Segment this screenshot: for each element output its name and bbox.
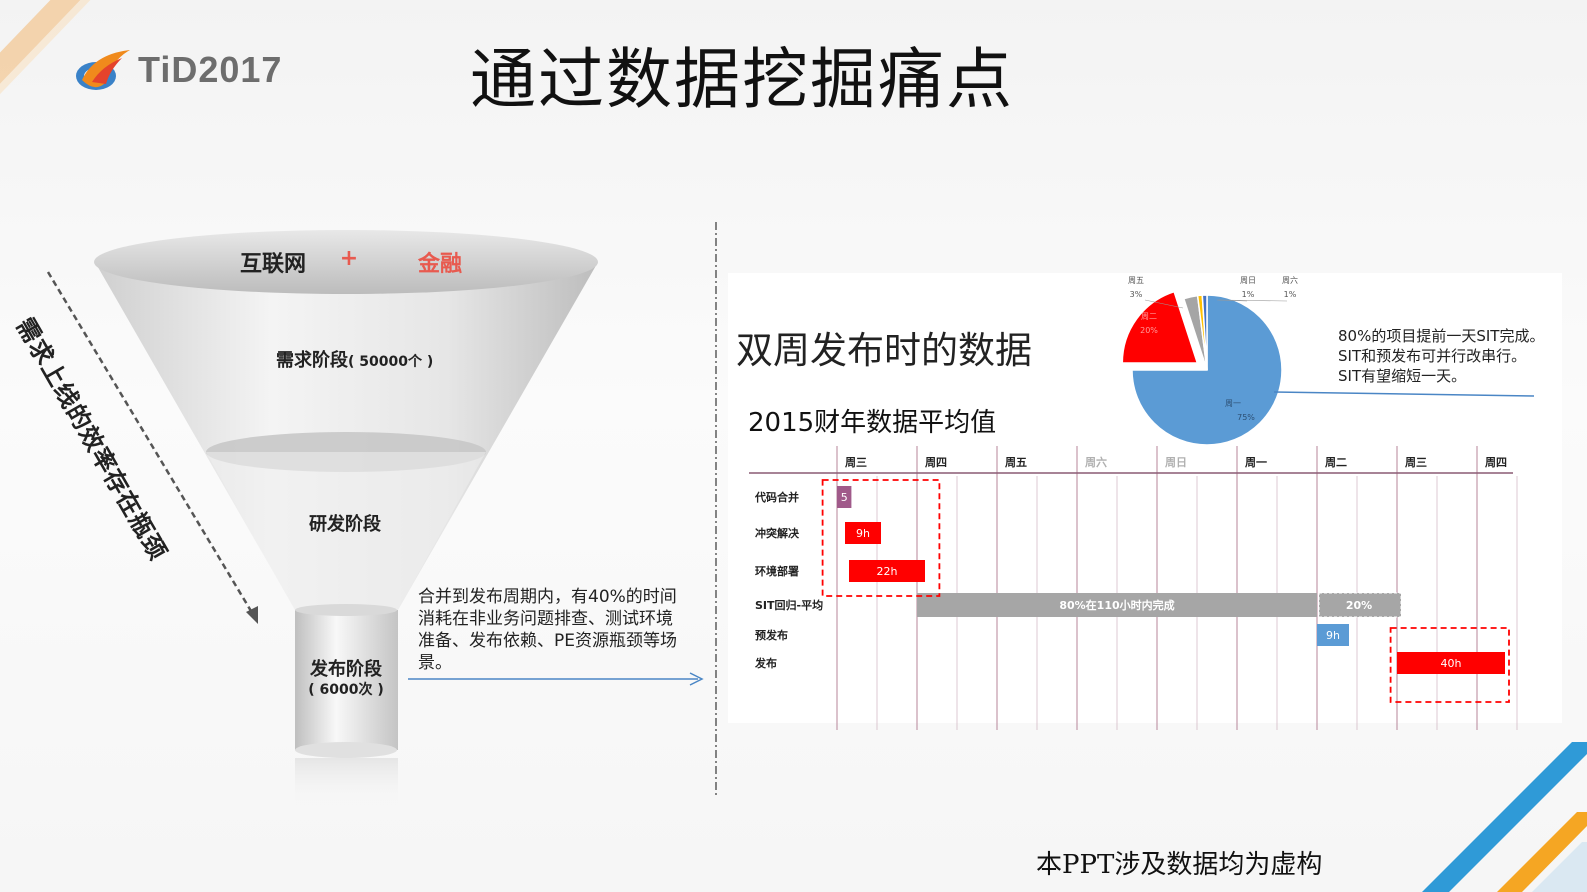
logo-text: TiD2017 bbox=[138, 49, 283, 90]
gantt-bar bbox=[1397, 652, 1505, 674]
funnel-stage-release: 发布阶段 bbox=[310, 659, 382, 680]
funnel-top-plus: + bbox=[339, 246, 359, 271]
gantt-day-label: 周日 bbox=[1165, 456, 1187, 469]
funnel-top-right-label: 金融 bbox=[417, 252, 462, 277]
pie-note-line: SIT和预发布可并行改串行。 bbox=[1338, 347, 1527, 365]
slide-title: 通过数据挖掘痛点 bbox=[470, 41, 1014, 118]
pie-slice-label: 周日 bbox=[1240, 276, 1256, 285]
gantt-bar-label: 9h bbox=[856, 527, 870, 540]
gantt-caption: 2015财年数据平均值 bbox=[748, 408, 997, 438]
funnel-stage-requirement: 需求阶段( 50000个 ) bbox=[276, 346, 516, 372]
stage-name: 需求阶段 bbox=[276, 350, 348, 371]
gantt-bar-label: 9h bbox=[1326, 629, 1340, 642]
highlight-box-merge bbox=[821, 479, 941, 597]
gantt-bar-label: 22h bbox=[877, 565, 898, 578]
logo-flame-icon bbox=[76, 50, 130, 90]
sit-completion-pie-chart: 周一 75% 周二 20% 周五 3% 周日 1% 周六 1% bbox=[1121, 275, 1298, 446]
gantt-bar bbox=[1317, 624, 1349, 646]
gantt-day-label: 周四 bbox=[925, 456, 947, 469]
tid2017-logo: TiD2017 bbox=[72, 40, 342, 100]
pie-slice-label: 周六 bbox=[1282, 275, 1298, 285]
pie-leader-line bbox=[1144, 299, 1184, 309]
pie-slice bbox=[1121, 290, 1199, 364]
gantt-day-label: 周三 bbox=[1405, 456, 1427, 469]
pie-slice-percent: 3% bbox=[1130, 290, 1143, 299]
gantt-bar bbox=[837, 486, 852, 508]
gantt-bar bbox=[849, 560, 925, 582]
pie-slice-percent: 1% bbox=[1242, 290, 1255, 299]
vertical-divider bbox=[715, 222, 717, 797]
gantt-day-label: 周一 bbox=[1245, 456, 1267, 469]
release-cycle-note: 合并到发布周期内，有40%的时间消耗在非业务问题排查、测试环境准备、发布依赖、P… bbox=[418, 587, 677, 673]
pie-slice bbox=[1201, 294, 1208, 371]
pie-slice bbox=[1131, 294, 1283, 446]
pie-leader-line bbox=[1218, 299, 1288, 302]
gantt-day-label: 周三 bbox=[845, 456, 867, 469]
gantt-task-label: 环境部署 bbox=[755, 564, 799, 578]
panel-subtitle: 双周发布时的数据 bbox=[736, 329, 1032, 372]
pie-slice-percent: 20% bbox=[1140, 326, 1158, 335]
funnel-stage-development: 研发阶段 bbox=[309, 514, 381, 535]
gantt-bar-label: 5 bbox=[841, 491, 848, 504]
gantt-task-label: 发布 bbox=[754, 656, 777, 670]
gantt-task-label: 代码合并 bbox=[754, 490, 799, 504]
pie-note: 80%的项目提前一天SIT完成。 SIT和预发布可并行改串行。 SIT有望缩短一… bbox=[1338, 326, 1568, 386]
gantt-task-label: 冲突解决 bbox=[755, 526, 800, 540]
gantt-bar-label: 20% bbox=[1346, 599, 1372, 612]
funnel-stage-release-count: ( 6000次 ) bbox=[308, 682, 384, 698]
gantt-bar-label: 40h bbox=[1441, 657, 1462, 670]
gantt-day-label: 周二 bbox=[1325, 456, 1347, 469]
pie-note-line: 80%的项目提前一天SIT完成。 bbox=[1338, 327, 1545, 345]
stage-count: ( 50000个 ) bbox=[348, 354, 434, 370]
gantt-day-label: 周六 bbox=[1085, 455, 1107, 469]
gantt-bar-label: 80%在110小时内完成 bbox=[1059, 598, 1174, 612]
gantt-task-label: 预发布 bbox=[755, 628, 788, 642]
gantt-day-label: 周四 bbox=[1485, 456, 1507, 469]
fictional-data-footnote: 本PPT涉及数据均为虚构 bbox=[1036, 850, 1323, 880]
efficiency-arrow bbox=[46, 271, 258, 624]
note-arrow bbox=[408, 672, 704, 686]
corner-stripe-decoration bbox=[0, 0, 91, 95]
funnel-top-left-label: 互联网 bbox=[239, 252, 306, 277]
gantt-task-label: SIT回归-平均 bbox=[755, 598, 823, 612]
pie-slice-percent: 75% bbox=[1237, 413, 1255, 422]
funnel-diagram bbox=[94, 230, 598, 808]
pie-slice-percent: 1% bbox=[1284, 290, 1297, 299]
pie-note-line: SIT有望缩短一天。 bbox=[1338, 367, 1467, 385]
gantt-bar bbox=[1318, 592, 1402, 618]
corner-stripe-decoration bbox=[1422, 742, 1587, 892]
gantt-bar bbox=[845, 522, 881, 544]
highlight-box-release bbox=[1389, 627, 1510, 703]
pie-slice-label: 周一 bbox=[1225, 399, 1241, 408]
pie-slice-label: 周二 bbox=[1141, 312, 1157, 321]
pie-slice-label: 周五 bbox=[1128, 276, 1144, 285]
gantt-day-label: 周五 bbox=[1005, 456, 1027, 469]
pie-note-leader-line bbox=[1274, 391, 1535, 397]
gantt-bar bbox=[917, 593, 1317, 617]
